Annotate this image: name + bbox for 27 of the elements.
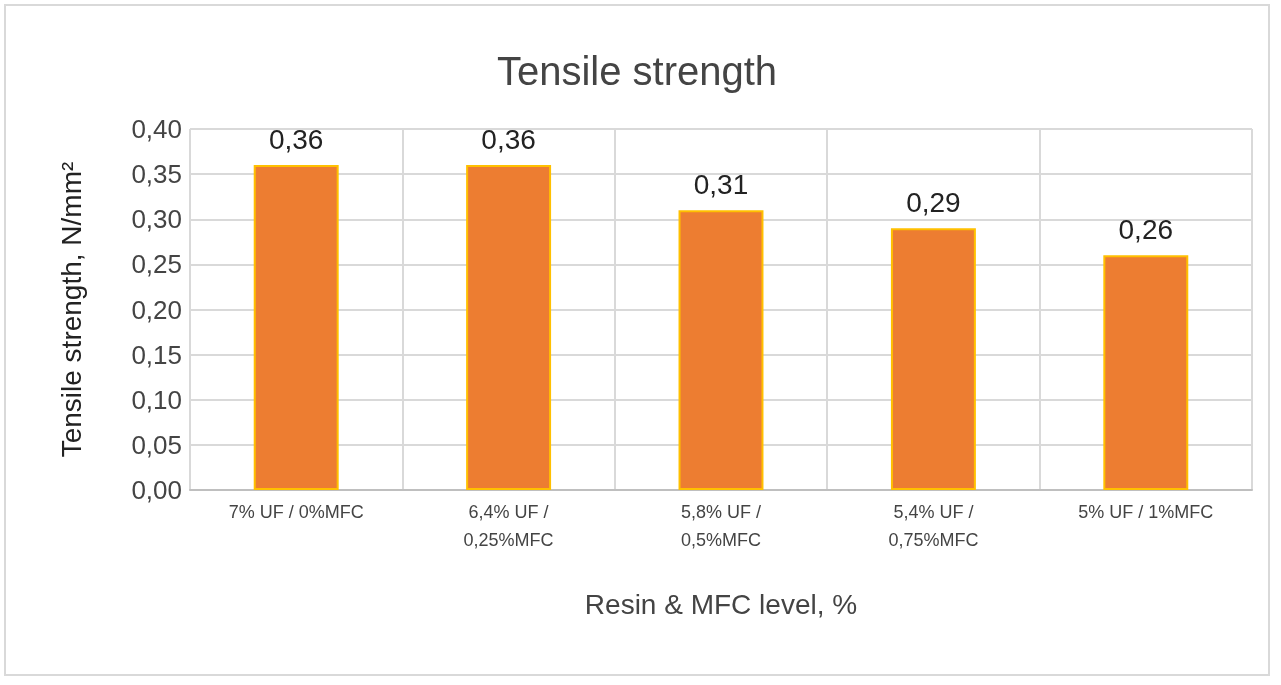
y-tick-label: 0,10 [131,384,182,415]
y-tick-label: 0,15 [131,339,182,370]
y-tick-label: 0,05 [131,429,182,460]
data-label: 0,36 [268,123,324,155]
x-tick-label: 6,4% UF / 0,25%MFC [463,502,554,550]
x-tick-label: 5,4% UF / 0,75%MFC [888,502,979,550]
y-tick-label: 0,00 [131,475,182,505]
bar [890,228,976,490]
bar [466,165,552,490]
y-tick-label: 0,20 [131,294,182,325]
data-label: 0,31 [693,168,749,200]
y-tick-label: 0,35 [131,159,182,190]
data-label: 0,26 [1118,213,1174,245]
bar [253,165,339,490]
y-tick-label: 0,40 [131,114,182,144]
y-tick-label: 0,25 [131,249,182,280]
y-tick-label: 0,30 [131,204,182,235]
data-label: 0,36 [481,123,536,155]
x-tick-label: 5,8% UF / 0,5%MFC [680,502,762,550]
bar [1103,255,1189,490]
x-axis-title: Resin & MFC level, % [584,588,858,620]
y-axis-title: Tensile strength, N/mm² [55,161,87,458]
bar [678,210,764,490]
x-tick-label: 7% UF / 0%MFC [228,502,364,522]
data-label: 0,29 [906,186,961,218]
chart-title: Tensile strength [496,49,778,93]
x-tick-label: 5% UF / 1%MFC [1078,502,1214,522]
